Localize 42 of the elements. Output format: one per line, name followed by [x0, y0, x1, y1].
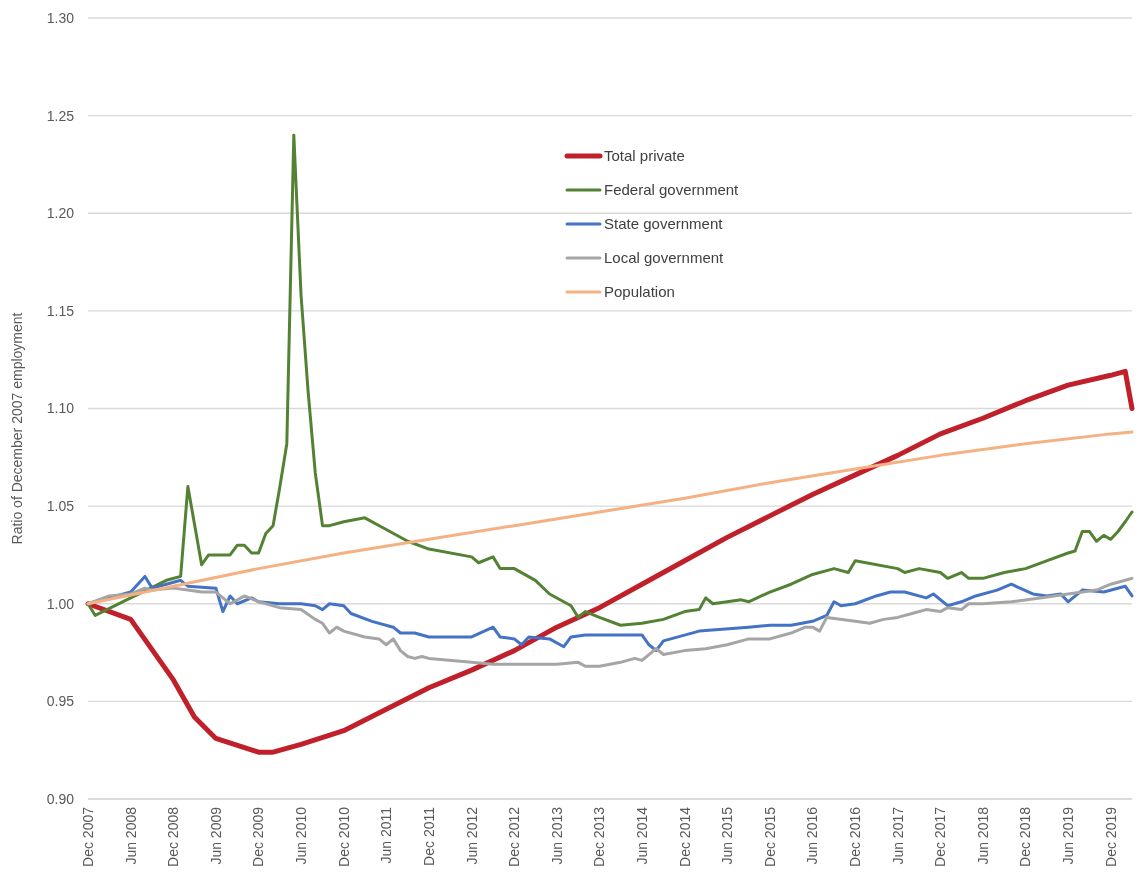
legend-label: Total private — [604, 147, 685, 165]
x-tick-label: Dec 2009 — [250, 806, 267, 867]
x-tick-label: Dec 2011 — [420, 806, 437, 866]
y-tick-label: 1.25 — [46, 107, 75, 124]
x-tick-label: Jun 2018 — [974, 806, 991, 865]
y-tick-label: 1.20 — [46, 205, 75, 222]
y-tick-label: 1.00 — [46, 595, 75, 612]
x-tick-label: Jun 2017 — [889, 806, 906, 865]
y-tick-label: 1.15 — [46, 302, 75, 319]
x-tick-label: Dec 2008 — [165, 806, 182, 867]
legend-label: Federal government — [604, 181, 740, 199]
x-tick-label: Jun 2010 — [292, 806, 309, 865]
x-tick-label: Jun 2011 — [378, 806, 395, 864]
y-tick-label: 1.30 — [46, 9, 75, 26]
y-tick-label: 0.90 — [46, 790, 75, 807]
x-tick-label: Dec 2018 — [1017, 806, 1034, 867]
x-tick-label: Dec 2010 — [335, 806, 352, 867]
x-tick-label: Dec 2012 — [506, 806, 523, 867]
line-series — [86, 430, 1134, 606]
x-tick-label: Dec 2013 — [591, 806, 608, 867]
x-tick-label: Jun 2009 — [207, 806, 224, 865]
x-tick-label: Jun 2008 — [122, 806, 139, 865]
x-tick-label: Jun 2015 — [719, 806, 736, 865]
x-tick-label: Jun 2013 — [548, 806, 565, 865]
x-tick-label: Jun 2019 — [1059, 806, 1076, 865]
x-tick-label: Jun 2014 — [633, 806, 650, 865]
y-tick-label: 0.95 — [46, 693, 75, 710]
legend-label: State government — [604, 215, 724, 233]
legend-label: Local government — [604, 249, 725, 267]
x-tick-label: Dec 2016 — [847, 806, 864, 867]
y-tick-label: 1.10 — [46, 400, 75, 417]
line-series — [86, 133, 1134, 627]
x-tick-label: Dec 2017 — [932, 806, 949, 867]
x-tick-label: Dec 2019 — [1102, 806, 1119, 867]
x-tick-label: Jun 2016 — [804, 806, 821, 865]
x-tick-label: Dec 2015 — [761, 806, 778, 867]
legend-label: Population — [604, 283, 675, 301]
y-tick-label: 1.05 — [46, 498, 75, 515]
x-tick-label: Dec 2007 — [79, 806, 96, 867]
x-tick-label: Jun 2012 — [463, 806, 480, 865]
y-axis-title: Ratio of December 2007 employment — [9, 312, 25, 545]
x-tick-label: Dec 2014 — [676, 806, 693, 867]
